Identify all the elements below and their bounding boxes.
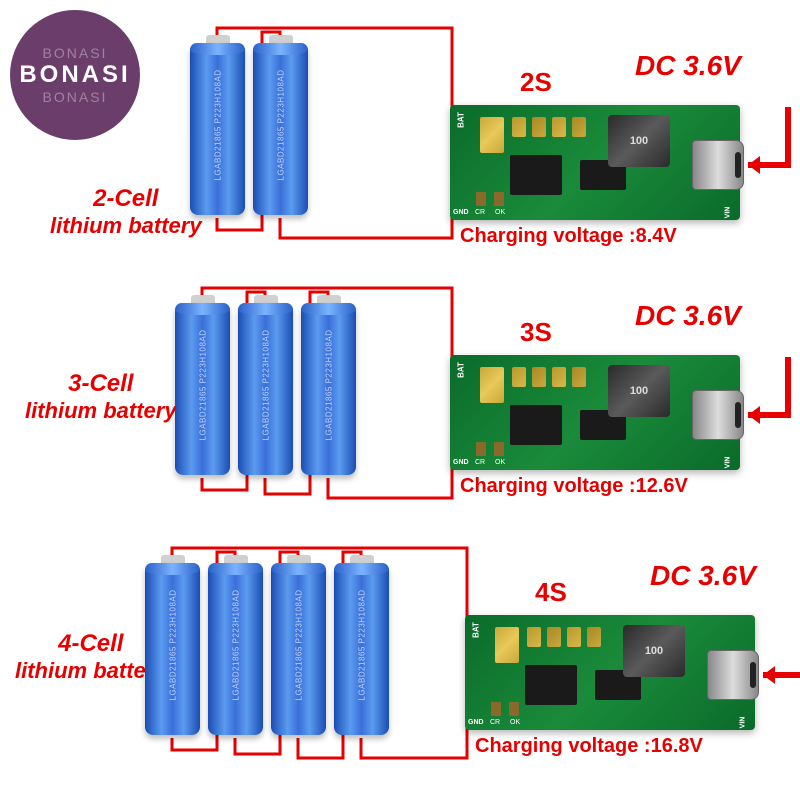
brand-text-main: BONASI	[19, 61, 130, 89]
dc-input-arrow-icon	[0, 280, 800, 540]
dc-input-arrow-icon	[0, 540, 800, 800]
config-3s: 3-Cell lithium battery LGABD21865 P223H1…	[0, 280, 800, 530]
config-4s: 4-Cell lithium battery LGABD21865 P223H1…	[0, 540, 800, 790]
brand-text-faint: BONASI	[43, 89, 108, 105]
brand-logo: BONASI BONASI BONASI	[10, 10, 140, 140]
brand-text-faint: BONASI	[43, 45, 108, 61]
